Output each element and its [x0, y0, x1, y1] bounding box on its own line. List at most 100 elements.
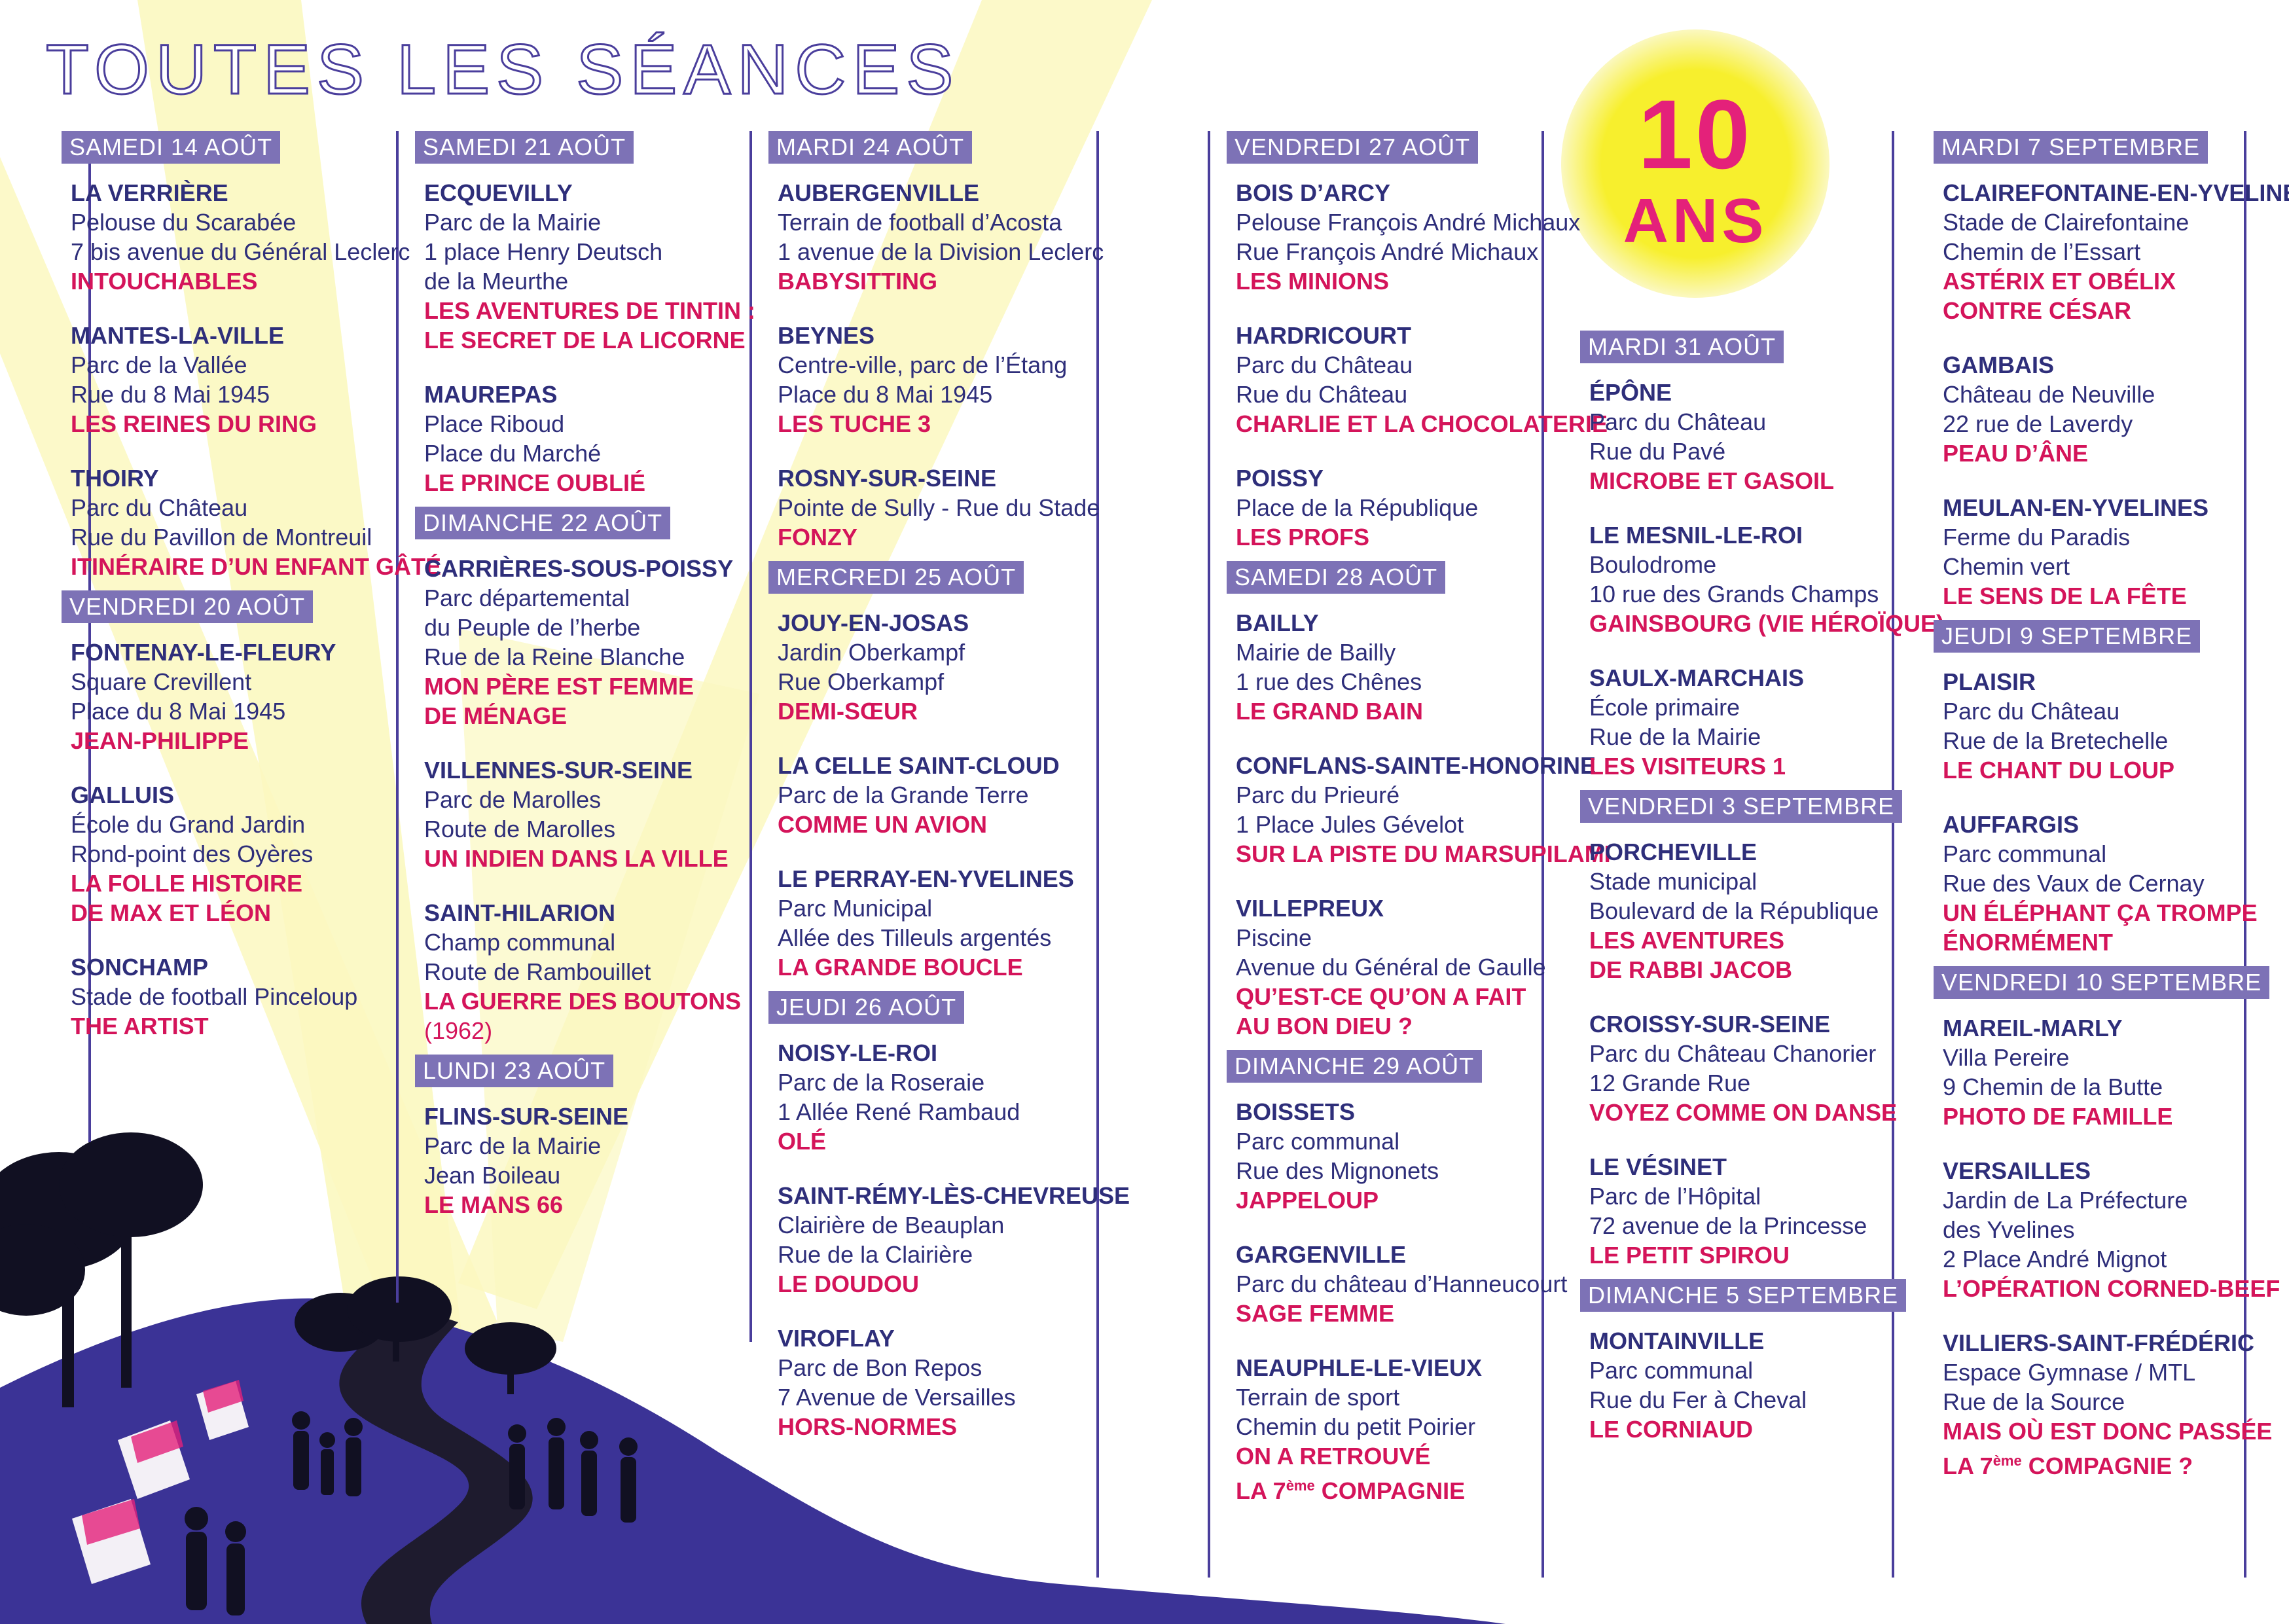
venue-line: Rue Oberkampf	[778, 668, 945, 695]
film-title: LES PROFS	[1236, 524, 1370, 550]
venue-line: Ferme du Paradis	[1943, 524, 2131, 550]
town-name: LE VÉSINET	[1589, 1153, 1727, 1180]
screening-entry: CARRIÈRES-SOUS-POISSY Parc départemental d…	[424, 554, 745, 731]
town-name: GARGENVILLE	[1236, 1241, 1407, 1268]
day-block: VENDREDI 20 AOÛT FONTENAY-LE-FLEURY Square…	[62, 590, 391, 1041]
town-name: CONFLANS-SAINTE-HONORINE	[1236, 752, 1596, 779]
screening-entry: SONCHAMP Stade de football Pinceloup THE A…	[71, 952, 391, 1041]
film-title: GAINSBOURG (VIE HÉROÏQUE)	[1589, 610, 1945, 637]
hill-scene	[0, 1132, 1505, 1624]
venue-line: des Yvelines	[1943, 1216, 2075, 1243]
venue-line: Parc communal	[1236, 1128, 1400, 1155]
screening-entry: MAREIL-MARLY Villa Pereire 9 Chemin de la …	[1943, 1013, 2241, 1131]
day-header: DIMANCHE 5 SEPTEMBRE	[1580, 1279, 1907, 1312]
town-name: SONCHAMP	[71, 954, 209, 981]
film-title: LES REINES DU RING	[71, 410, 317, 437]
venue-line: Rue des Vaux de Cernay	[1943, 870, 2205, 897]
town-name: PORCHEVILLE	[1589, 839, 1757, 865]
venue-line: Villa Pereire	[1943, 1044, 2070, 1071]
venue-line: Rue du Pavé	[1589, 438, 1726, 465]
venue-line: Pelouse François André Michaux	[1236, 209, 1581, 236]
film-title: L’OPÉRATION CORNED-BEEF	[1943, 1275, 2280, 1302]
day-header: MARDI 24 AOÛT	[768, 131, 973, 164]
town-name: MAREIL-MARLY	[1943, 1015, 2123, 1041]
screening-entry: VILLENNES-SUR-SEINE Parc de Marolles Route…	[424, 755, 745, 873]
town-name: SAINT-RÉMY-LÈS-CHEVREUSE	[778, 1182, 1130, 1209]
deck-chairs	[72, 1380, 249, 1584]
screening-entry: MONTAINVILLE Parc communal Rue du Fer à Ch…	[1589, 1326, 1887, 1444]
venue-line: du Peuple de l’herbe	[424, 614, 641, 641]
film-title: LA FOLLE HISTOIRE	[71, 870, 303, 897]
film-title: ITINÉRAIRE D’UN ENFANT GÂTÉ	[71, 553, 442, 580]
venue-line: 22 rue de Laverdy	[1943, 410, 2133, 437]
film-title: UN INDIEN DANS LA VILLE	[424, 845, 729, 872]
venue-line: École du Grand Jardin	[71, 811, 306, 838]
schedule-column-1: SAMEDI 14 AOÛT LA VERRIÈRE Pelouse du Scar…	[62, 131, 442, 1041]
screening-entry: GALLUIS École du Grand Jardin Rond-point d…	[71, 780, 391, 928]
screening-entry: LA CELLE SAINT-CLOUD Parc de la Grande Te…	[778, 751, 1092, 839]
screening-entry: GARGENVILLE Parc du château d’Hanneucourt…	[1236, 1240, 1567, 1328]
day-block: SAMEDI 14 AOÛT LA VERRIÈRE Pelouse du Scar…	[62, 131, 442, 581]
film-title: MON PÈRE EST FEMME	[424, 673, 694, 700]
venue-line: 7 bis avenue du Général Leclerc	[71, 238, 410, 265]
film-title: LA 7ème COMPAGNIE ?	[1943, 1453, 2193, 1479]
venue-line: 1 place Henry Deutsch	[424, 238, 663, 265]
venue-line: Pointe de Sully - Rue du Stade	[778, 494, 1100, 521]
venue-line: Piscine	[1236, 924, 1312, 951]
venue-line: Rue du 8 Mai 1945	[71, 381, 270, 408]
column-separator	[2244, 131, 2246, 1578]
venue-line: Jardin Oberkampf	[778, 639, 965, 666]
column-separator	[1892, 131, 1894, 1578]
venue-line: Parc du Château Chanorier	[1589, 1040, 1877, 1067]
town-name: ÉPÔNE	[1589, 379, 1672, 406]
trees	[0, 1132, 556, 1407]
screening-entry: LE VÉSINET Parc de l’Hôpital 72 avenue de …	[1589, 1152, 1887, 1270]
town-name: MONTAINVILLE	[1589, 1327, 1765, 1354]
film-title: LES AVENTURES	[1589, 927, 1785, 954]
film-title: ÉNORMÉMENT	[1943, 929, 2113, 956]
day-header: LUNDI 23 AOÛT	[415, 1055, 614, 1087]
venue-line: Place Riboud	[424, 410, 565, 437]
venue-line: Allée des Tilleuls argentés	[778, 924, 1052, 951]
screening-entry: GAMBAIS Château de Neuville 22 rue de Lave…	[1943, 350, 2241, 468]
badge-word: ANS	[1623, 186, 1768, 256]
column-separator	[749, 131, 752, 1342]
screening-entry: SAINT-RÉMY-LÈS-CHEVREUSE Clairière de Bea…	[778, 1181, 1130, 1299]
venue-line: Boulevard de la République	[1589, 897, 1879, 924]
day-block: LUNDI 23 AOÛT FLINS-SUR-SEINE Parc de la M…	[415, 1055, 745, 1219]
town-name: MANTES-LA-VILLE	[71, 322, 284, 349]
film-title: THE ARTIST	[71, 1013, 209, 1039]
day-block: MARDI 31 AOÛT ÉPÔNE Parc du Château Rue du …	[1580, 331, 1945, 781]
screening-entry: MANTES-LA-VILLE Parc de la Vallée Rue du 8…	[71, 321, 391, 439]
day-header: MERCREDI 25 AOÛT	[768, 561, 1024, 594]
town-name: PLAISIR	[1943, 668, 2036, 695]
town-name: LE MESNIL-LE-ROI	[1589, 522, 1803, 549]
venue-line: Terrain de sport	[1236, 1384, 1400, 1411]
film-title: BABYSITTING	[778, 268, 938, 295]
venue-line: Stade municipal	[1589, 868, 1757, 895]
screening-entry: BOIS D’ARCY Pelouse François André Michau…	[1236, 178, 1581, 296]
venue-line: Parc de Marolles	[424, 786, 602, 813]
town-name: LA CELLE SAINT-CLOUD	[778, 752, 1060, 779]
day-header: VENDREDI 20 AOÛT	[62, 590, 314, 623]
town-name: GAMBAIS	[1943, 352, 2054, 378]
screening-entry: LE MESNIL-LE-ROI Boulodrome 10 rue des Gra…	[1589, 520, 1945, 638]
film-title: LE DOUDOU	[778, 1271, 919, 1297]
film-title: ON A RETROUVÉ	[1236, 1443, 1431, 1470]
town-name: THOIRY	[71, 465, 159, 492]
film-title: LES TUCHE 3	[778, 410, 931, 437]
town-name: MEULAN-EN-YVELINES	[1943, 494, 2209, 521]
town-name: NEAUPHLE-LE-VIEUX	[1236, 1354, 1483, 1381]
venue-line: Parc de la Vallée	[71, 352, 247, 378]
town-name: VILLEPREUX	[1236, 895, 1384, 922]
venue-line: Parc du Château	[1943, 698, 2120, 725]
venue-line: Parc du Prieuré	[1236, 782, 1400, 808]
town-name: BEYNES	[778, 322, 875, 349]
venue-line: Route de Marolles	[424, 816, 616, 842]
screening-entry: POISSY Place de la République LES PROFS	[1236, 463, 1537, 552]
screening-entry: CROISSY-SUR-SEINE Parc du Château Chanori…	[1589, 1009, 1897, 1127]
venue-line: Champ communal	[424, 929, 616, 956]
venue-line: Parc de la Roseraie	[778, 1069, 985, 1096]
day-header: JEUDI 9 SEPTEMBRE	[1934, 620, 2201, 653]
